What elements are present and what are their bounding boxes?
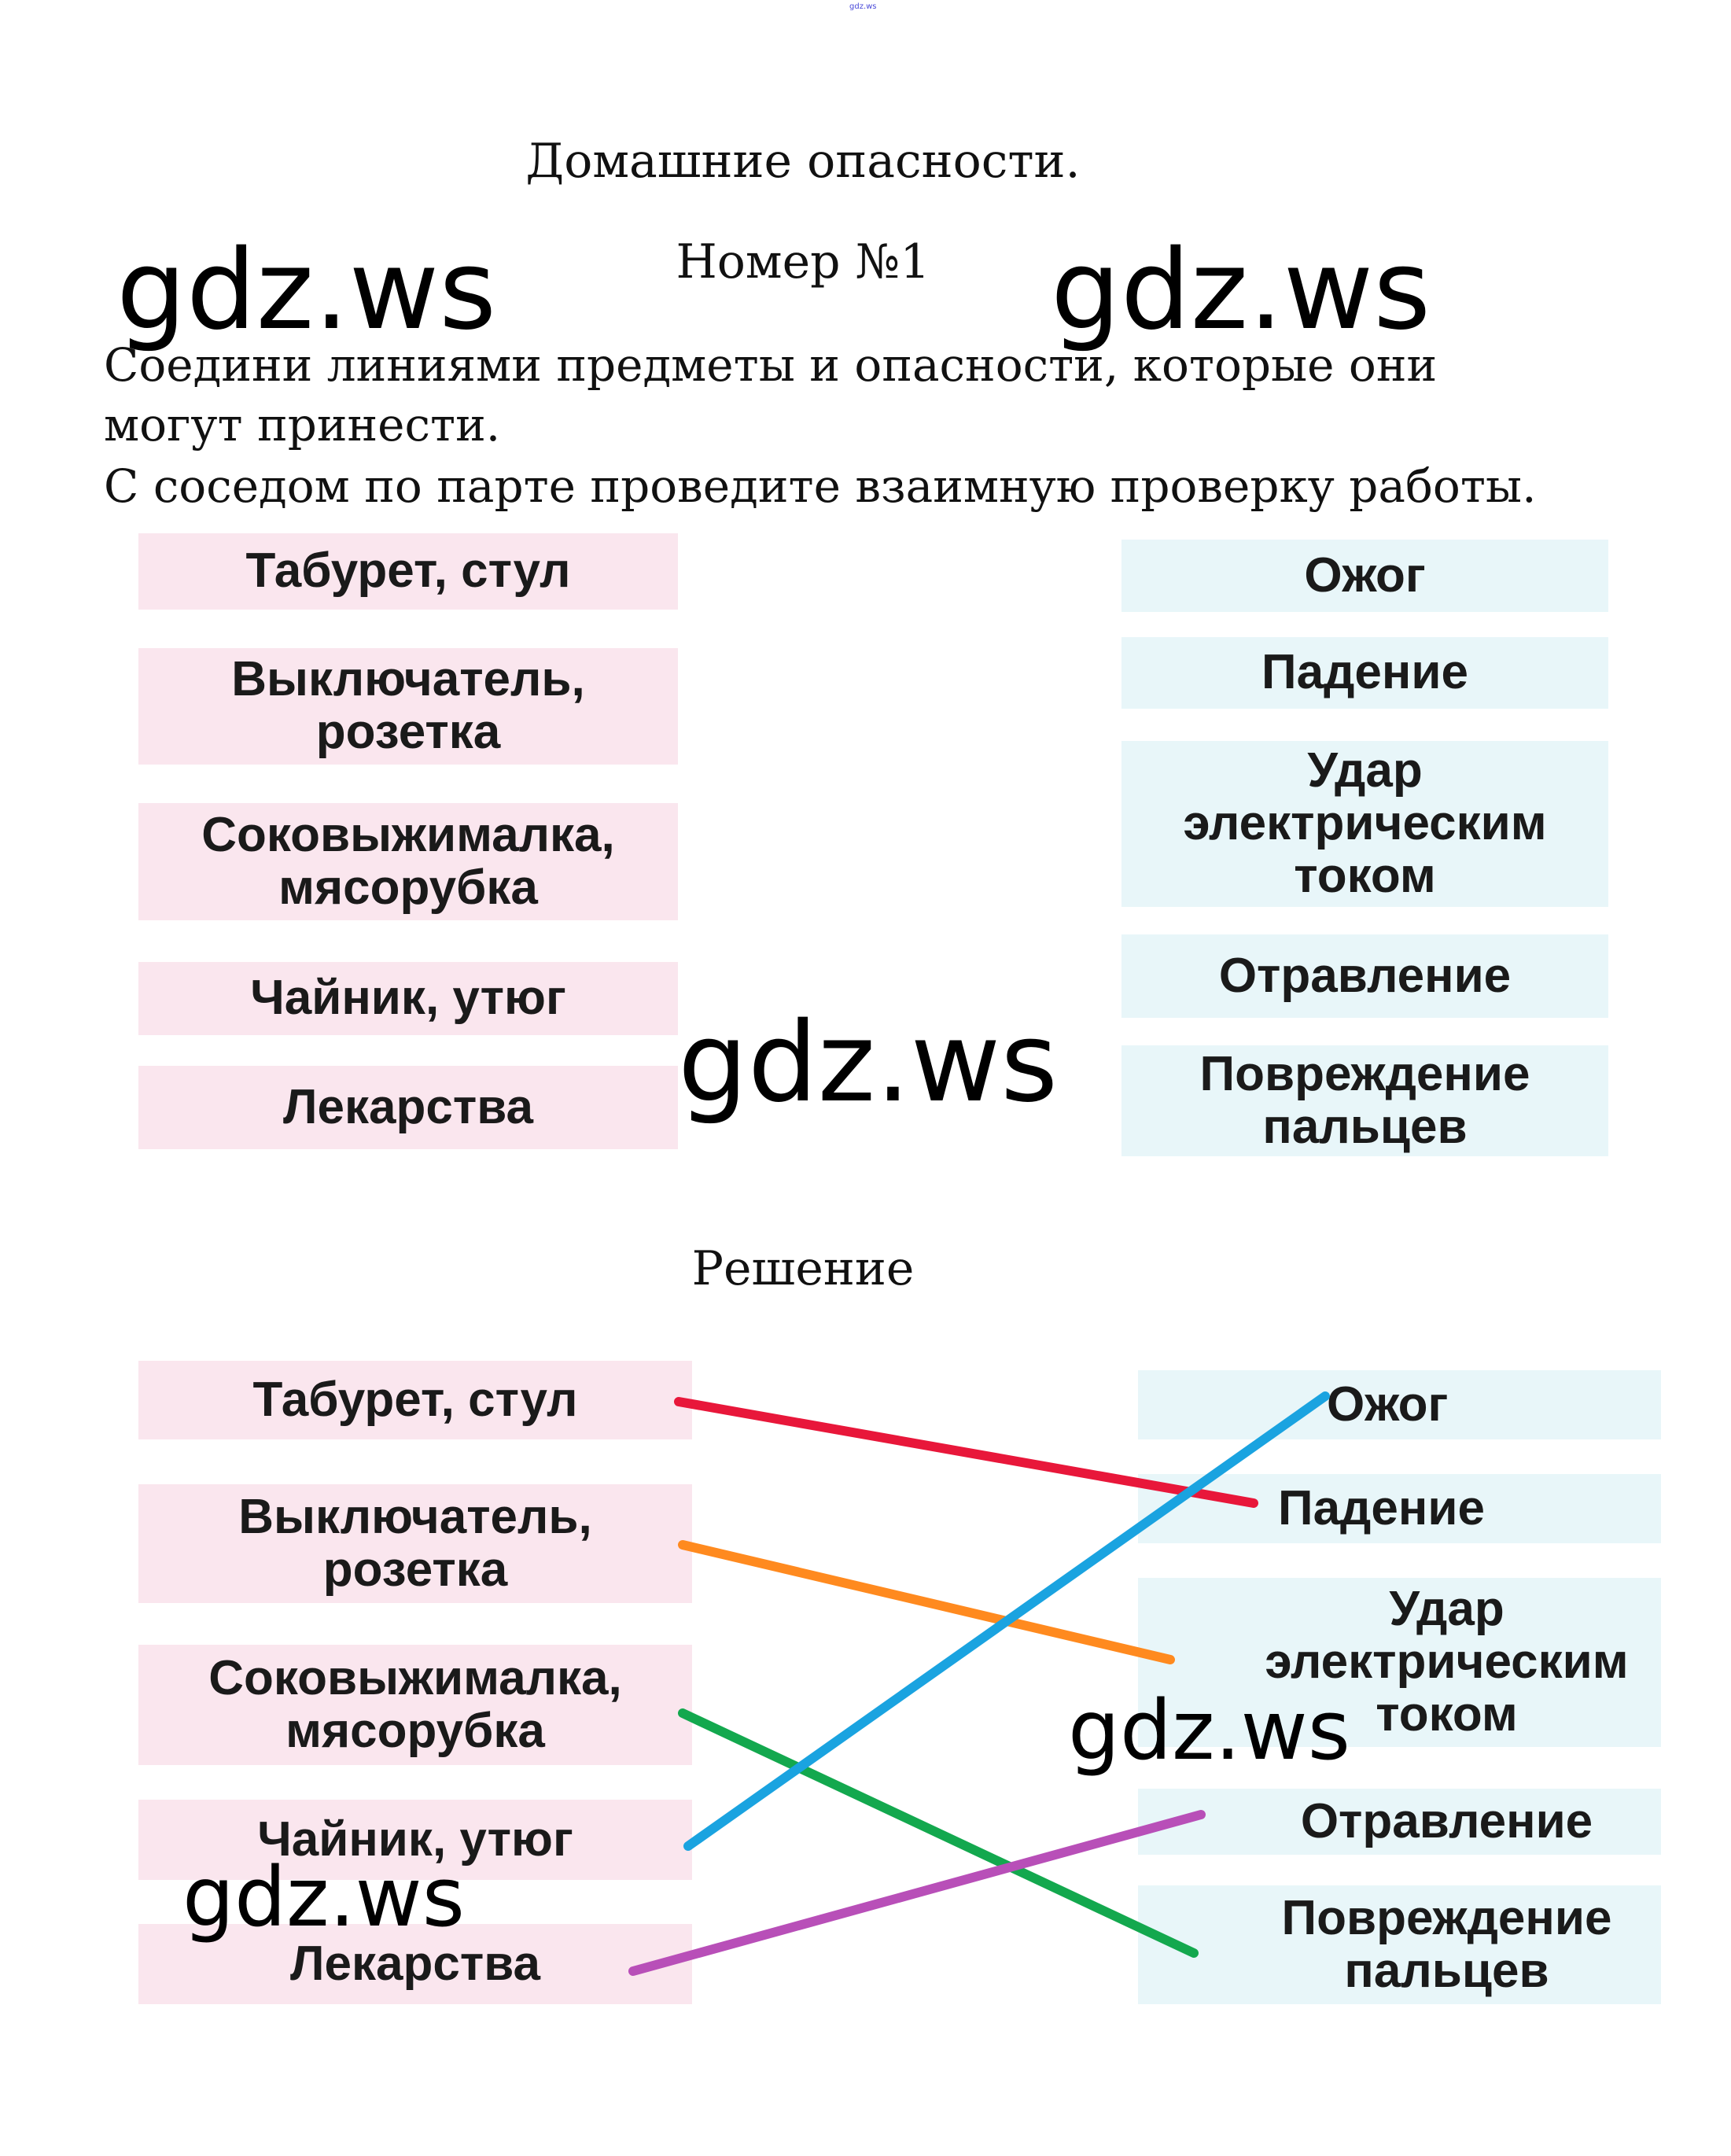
solution-item-box: Табурет, стул xyxy=(138,1361,692,1439)
connection-line xyxy=(683,1391,1330,1851)
page-title: Домашние опасности. xyxy=(525,134,1081,189)
watermark: gdz.ws xyxy=(678,999,1059,1127)
danger-box: Падение xyxy=(1121,637,1608,709)
connection-line xyxy=(678,1708,1199,1958)
item-box: Выключатель, розетка xyxy=(138,648,678,765)
solution-danger-box: Удар электрическим током xyxy=(1138,1578,1661,1747)
connection-line xyxy=(674,1397,1258,1508)
item-box: Табурет, стул xyxy=(138,533,678,610)
item-box: Чайник, утюг xyxy=(138,962,678,1035)
item-box: Лекарства xyxy=(138,1066,678,1149)
watermark: gdz.ws xyxy=(116,227,497,355)
task-number: Номер №1 xyxy=(676,234,930,289)
danger-box: Ожог xyxy=(1121,540,1608,612)
instruction-line: могут принести. xyxy=(104,398,501,451)
connection-line xyxy=(678,1540,1175,1664)
solution-danger-box: Падение xyxy=(1138,1474,1661,1543)
solution-item-box: Выключатель, розетка xyxy=(138,1484,692,1603)
danger-box: Удар электрическим током xyxy=(1121,741,1608,907)
danger-box: Повреждение пальцев xyxy=(1121,1045,1608,1156)
instruction-line: Соедини линиями предметы и опасности, ко… xyxy=(104,338,1438,392)
solution-danger-box: Отравление xyxy=(1138,1789,1661,1855)
watermark: gdz.ws xyxy=(1068,1682,1350,1778)
instruction-line: С соседом по парте проведите взаимную пр… xyxy=(104,459,1537,513)
watermark: gdz.ws xyxy=(182,1849,465,1945)
item-box: Соковыжималка, мясорубка xyxy=(138,803,678,920)
solution-item-box: Соковыжималка, мясорубка xyxy=(138,1645,692,1765)
solution-item-box: Чайник, утюг xyxy=(138,1800,692,1880)
watermark-small: gdz.ws xyxy=(849,2,877,11)
connection-line xyxy=(628,1810,1206,1976)
watermark: gdz.ws xyxy=(1051,227,1431,355)
solution-danger-box: Повреждение пальцев xyxy=(1138,1885,1661,2004)
danger-box: Отравление xyxy=(1121,934,1608,1018)
solution-danger-box: Ожог xyxy=(1138,1370,1661,1439)
solution-heading: Решение xyxy=(691,1241,915,1296)
solution-item-box: Лекарства xyxy=(138,1924,692,2004)
